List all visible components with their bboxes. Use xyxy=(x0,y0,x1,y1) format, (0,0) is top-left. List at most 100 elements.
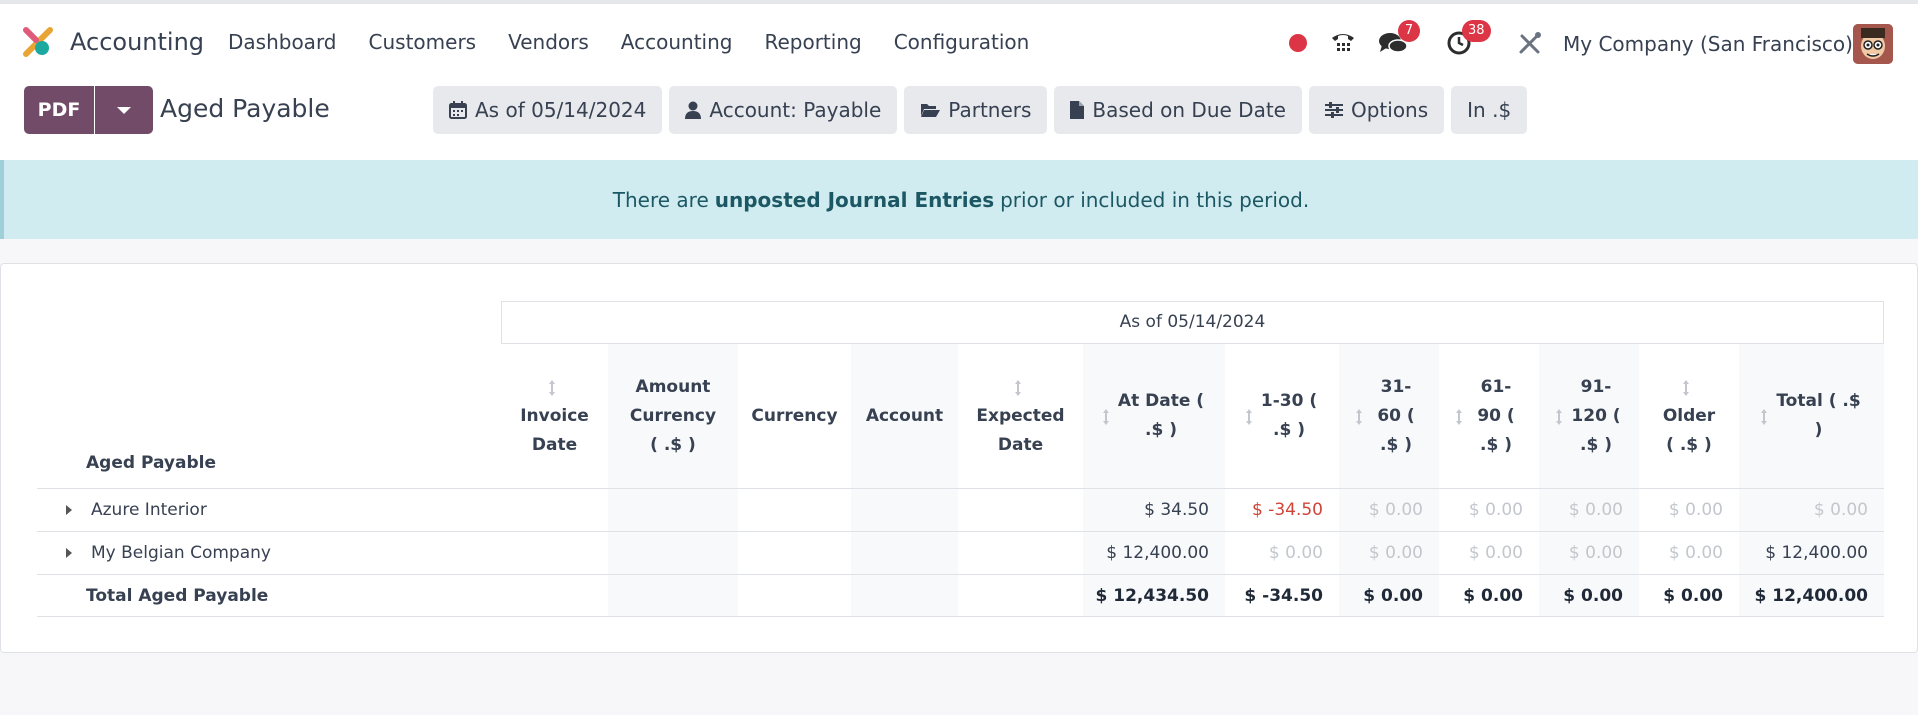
column-61-90[interactable]: 61-90 ( .$ ) xyxy=(1439,344,1539,488)
cell-older[interactable]: $ 0.00 xyxy=(1668,500,1723,520)
activities-badge: 38 xyxy=(1462,20,1491,42)
column-at-date[interactable]: At Date ( .$ ) xyxy=(1083,344,1225,488)
menu-customers[interactable]: Customers xyxy=(368,30,477,54)
partner-name[interactable]: Azure Interior xyxy=(91,500,207,520)
file-icon xyxy=(1070,101,1085,119)
column-amount-currency[interactable]: Amount Currency ( .$ ) xyxy=(608,344,738,488)
cell-at-date[interactable]: $ 12,400.00 xyxy=(1083,532,1225,574)
export-dropdown-button[interactable] xyxy=(95,86,153,134)
options-filter-button[interactable]: Options xyxy=(1308,86,1445,134)
sort-icon xyxy=(1102,407,1110,425)
partner-name[interactable]: My Belgian Company xyxy=(91,543,271,563)
report-title: Aged Payable xyxy=(160,94,330,123)
partners-filter-button[interactable]: Partners xyxy=(904,86,1048,134)
section-label: Aged Payable xyxy=(86,453,216,473)
column-1-30[interactable]: 1-30 ( .$ ) xyxy=(1225,344,1339,488)
cell-31-60[interactable]: $ 0.00 xyxy=(1339,532,1439,574)
column-invoice-date[interactable]: Invoice Date xyxy=(501,344,608,488)
column-older[interactable]: Older ( .$ ) xyxy=(1639,344,1739,488)
total-total: $ 12,400.00 xyxy=(1739,575,1884,617)
currency-filter-button[interactable]: In .$ xyxy=(1451,86,1528,134)
cell-1-30[interactable]: $ 0.00 xyxy=(1268,543,1323,563)
table-row[interactable]: Azure Interior $ 34.50 $ -34.50 $ 0.00 $… xyxy=(37,488,1884,531)
total-at-date: $ 12,434.50 xyxy=(1083,575,1225,617)
based-on-filter-button[interactable]: Based on Due Date xyxy=(1054,86,1302,134)
partners-filter-label: Partners xyxy=(948,98,1032,122)
account-filter-label: Account: Payable xyxy=(709,98,882,122)
cell-amount-currency xyxy=(608,532,738,574)
date-filter-button[interactable]: As of 05/14/2024 xyxy=(433,86,663,134)
messages-icon[interactable]: 7 xyxy=(1376,20,1420,60)
account-filter-button[interactable]: Account: Payable xyxy=(669,86,898,134)
total-older: $ 0.00 xyxy=(1663,586,1723,606)
menu-dashboard[interactable]: Dashboard xyxy=(228,30,337,54)
total-row: Total Aged Payable $ 12,434.50 $ -34.50 … xyxy=(37,574,1884,617)
main-menu: Dashboard Customers Vendors Accounting R… xyxy=(228,30,1029,54)
cell-61-90[interactable]: $ 0.00 xyxy=(1468,500,1523,520)
cell-amount-currency xyxy=(608,489,738,531)
user-avatar[interactable] xyxy=(1853,24,1893,64)
report-filters: As of 05/14/2024 Account: Payable Partne… xyxy=(433,86,1528,134)
cell-at-date[interactable]: $ 34.50 xyxy=(1083,489,1225,531)
column-total[interactable]: Total ( .$ ) xyxy=(1739,344,1884,488)
caret-right-icon[interactable] xyxy=(66,548,72,558)
cell-91-120[interactable]: $ 0.00 xyxy=(1539,532,1639,574)
cell-61-90[interactable]: $ 0.00 xyxy=(1468,543,1523,563)
sort-icon xyxy=(1455,407,1463,425)
table-bottom-border xyxy=(37,616,1884,617)
based-on-filter-label: Based on Due Date xyxy=(1092,98,1286,122)
user-icon xyxy=(685,101,702,119)
column-account[interactable]: Account xyxy=(851,344,958,488)
total-61-90: $ 0.00 xyxy=(1463,586,1523,606)
app-name[interactable]: Accounting xyxy=(70,28,205,56)
column-31-60[interactable]: 31-60 ( .$ ) xyxy=(1339,344,1439,488)
sliders-icon xyxy=(1324,102,1343,118)
table-row[interactable]: My Belgian Company $ 12,400.00 $ 0.00 $ … xyxy=(37,531,1884,574)
sort-icon xyxy=(1760,407,1768,425)
cell-1-30[interactable]: $ -34.50 xyxy=(1251,500,1323,520)
company-switcher[interactable]: My Company (San Francisco) xyxy=(1563,32,1853,56)
column-currency[interactable]: Currency xyxy=(751,405,838,426)
sort-icon xyxy=(1682,378,1690,396)
unposted-entries-alert: There are unposted Journal Entries prior… xyxy=(0,160,1918,239)
messages-badge: 7 xyxy=(1398,20,1420,42)
sort-icon xyxy=(548,378,556,396)
date-filter-label: As of 05/14/2024 xyxy=(475,98,647,122)
accounting-app-icon[interactable] xyxy=(22,26,54,58)
alert-text-pre: There are xyxy=(612,187,709,212)
cell-account xyxy=(851,532,958,574)
phone-icon[interactable] xyxy=(1326,26,1360,60)
menu-vendors[interactable]: Vendors xyxy=(508,30,589,54)
alert-text-post: prior or included in this period. xyxy=(1000,187,1310,212)
sort-icon xyxy=(1014,378,1022,396)
unposted-entries-link[interactable]: unposted Journal Entries xyxy=(714,187,995,212)
sort-icon xyxy=(1245,407,1253,425)
folder-open-icon xyxy=(921,104,941,117)
menu-configuration[interactable]: Configuration xyxy=(893,30,1030,54)
recording-indicator-icon[interactable] xyxy=(1289,34,1307,52)
control-panel: PDF Aged Payable As of 05/14/2024 Accoun… xyxy=(0,80,1918,160)
options-filter-label: Options xyxy=(1350,98,1429,122)
cell-total[interactable]: $ 0.00 xyxy=(1739,489,1884,531)
sort-icon xyxy=(1355,407,1363,425)
column-91-120[interactable]: 91-120 ( .$ ) xyxy=(1539,344,1639,488)
caret-down-icon xyxy=(117,106,131,114)
column-expected-date[interactable]: Expected Date xyxy=(958,344,1083,488)
top-navbar: Accounting Dashboard Customers Vendors A… xyxy=(0,0,1918,80)
cell-total[interactable]: $ 12,400.00 xyxy=(1739,532,1884,574)
pdf-button[interactable]: PDF xyxy=(24,86,94,134)
total-31-60: $ 0.00 xyxy=(1339,575,1439,617)
cell-31-60[interactable]: $ 0.00 xyxy=(1339,489,1439,531)
menu-reporting[interactable]: Reporting xyxy=(764,30,862,54)
report-card: As of 05/14/2024 Invoice Date Amount Cur… xyxy=(0,263,1918,653)
calendar-icon xyxy=(449,101,467,119)
cell-91-120[interactable]: $ 0.00 xyxy=(1539,489,1639,531)
cell-account xyxy=(851,489,958,531)
activities-clock-icon[interactable]: 38 xyxy=(1442,20,1491,60)
cell-older[interactable]: $ 0.00 xyxy=(1668,543,1723,563)
caret-right-icon[interactable] xyxy=(66,505,72,515)
menu-accounting[interactable]: Accounting xyxy=(620,30,733,54)
cell-amount-currency xyxy=(608,575,738,617)
tools-icon[interactable] xyxy=(1513,26,1547,60)
cell-account xyxy=(851,575,958,617)
